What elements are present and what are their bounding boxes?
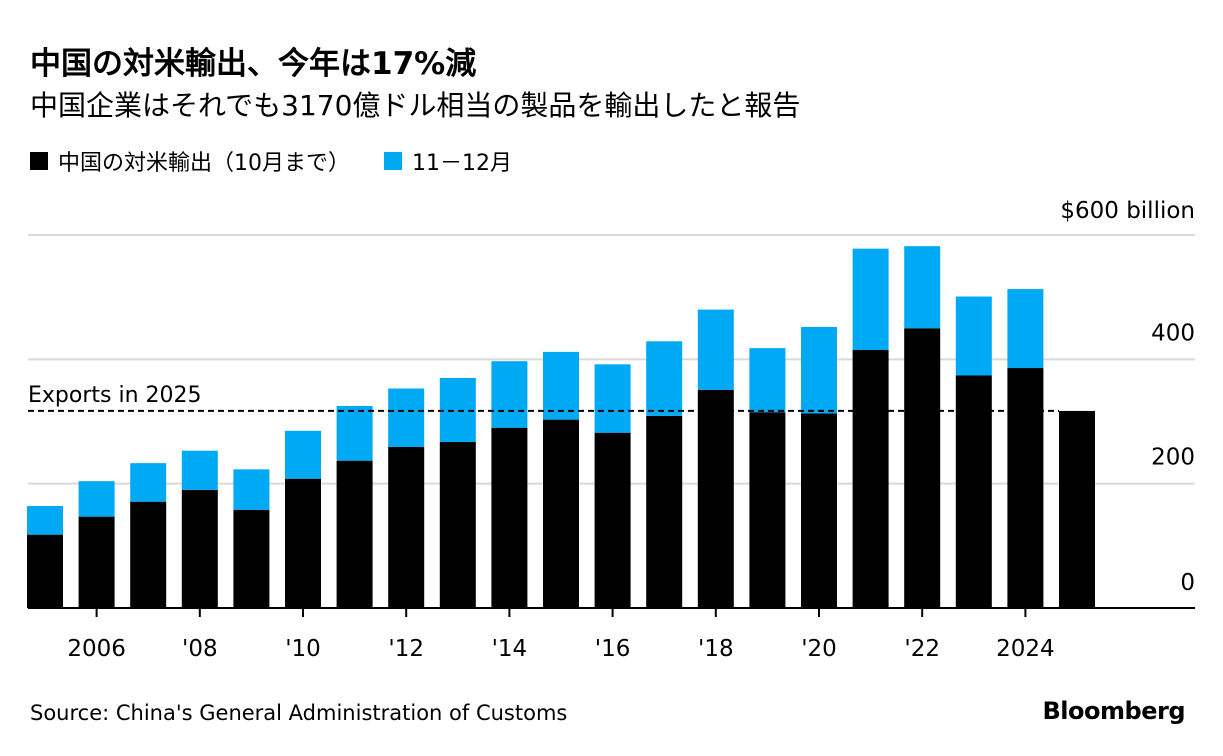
x-tick-label: '12 [388, 636, 424, 662]
y-tick-label: 200 [1151, 445, 1195, 471]
legend-swatch-nov-dec [384, 152, 402, 170]
bar-novdec-2005 [27, 506, 63, 535]
y-tick-label: 0 [1180, 570, 1195, 596]
reference-line-group: Exports in 2025 [28, 383, 1059, 412]
bar-oct-2024 [1007, 368, 1044, 608]
bar-oct-2006 [78, 516, 115, 608]
bar-novdec-2018 [697, 309, 734, 390]
bar-oct-2014 [491, 427, 528, 608]
bar-novdec-2007 [130, 463, 167, 502]
x-tick-label: '20 [801, 636, 837, 662]
y-tick-label: 400 [1151, 320, 1195, 346]
bar-novdec-2011 [336, 405, 373, 461]
x-tick-label: 2006 [67, 636, 126, 662]
bar-chart: Exports in 2025 0 200 400 $600 billion 2006 '… [27, 198, 1195, 662]
bars [27, 246, 1095, 608]
x-tick-label: '16 [595, 636, 631, 662]
bar-oct-2020 [801, 413, 837, 608]
bar-oct-2005 [27, 534, 63, 608]
bar-oct-2021 [852, 350, 889, 608]
legend: 中国の対米輸出（10月まで） 11－12月 [30, 145, 546, 177]
bar-oct-2013 [439, 442, 476, 608]
legend-item-nov-dec: 11－12月 [384, 145, 512, 177]
bar-novdec-2008 [181, 450, 218, 490]
x-tick-label: '14 [492, 636, 528, 662]
bar-novdec-2010 [285, 430, 321, 479]
bar-novdec-2014 [491, 361, 528, 428]
bar-oct-2010 [285, 478, 321, 608]
legend-item-october: 中国の対米輸出（10月まで） [30, 145, 350, 177]
x-tick-label: '10 [285, 636, 321, 662]
bar-novdec-2021 [852, 248, 889, 351]
bar-oct-2016 [594, 432, 631, 608]
axes: 0 200 400 $600 billion 2006 '08 '10 '12 '14 '16 '1… [28, 198, 1195, 662]
source-note: Source: China's General Administration o… [30, 701, 568, 725]
bar-novdec-2015 [543, 351, 579, 420]
bar-oct-2022 [904, 328, 941, 608]
legend-swatch-october [30, 152, 48, 170]
legend-label-october: 中国の対米輸出（10月まで） [58, 151, 350, 176]
bar-oct-2012 [388, 446, 425, 608]
x-tick-label: '08 [182, 636, 218, 662]
bar-novdec-2006 [78, 481, 115, 517]
y-tick-label: $600 billion [1060, 198, 1195, 224]
x-tick-label: '18 [698, 636, 734, 662]
reference-line-label: Exports in 2025 [28, 383, 202, 408]
x-tick-label: 2024 [996, 636, 1055, 662]
bar-novdec-2012 [388, 388, 425, 447]
bar-oct-2007 [130, 501, 167, 608]
bar-oct-2008 [181, 489, 218, 608]
x-tick-label: '22 [904, 636, 940, 662]
chart-subtitle: 中国企業はそれでも3170億ドル相当の製品を輸出したと報告 [30, 89, 801, 122]
chart-title: 中国の対米輸出、今年は17%減 [30, 46, 477, 82]
bar-novdec-2022 [904, 246, 941, 329]
bar-oct-2015 [543, 419, 579, 608]
bar-oct-2017 [646, 415, 683, 608]
bar-oct-2019 [749, 412, 786, 608]
bar-oct-2018 [697, 389, 734, 608]
bar-novdec-2009 [233, 469, 270, 510]
legend-label-nov-dec: 11－12月 [412, 151, 512, 176]
bar-novdec-2024 [1007, 289, 1044, 369]
bar-novdec-2017 [646, 341, 683, 416]
bar-novdec-2023 [955, 296, 992, 376]
bar-novdec-2019 [749, 348, 786, 413]
bar-novdec-2016 [594, 364, 631, 433]
bar-oct-2011 [336, 460, 373, 608]
bar-oct-2009 [233, 509, 270, 608]
bar-oct-2025 [1059, 410, 1095, 608]
bar-novdec-2020 [801, 327, 837, 414]
bar-oct-2023 [955, 375, 992, 608]
bloomberg-logo: Bloomberg [1042, 697, 1186, 725]
